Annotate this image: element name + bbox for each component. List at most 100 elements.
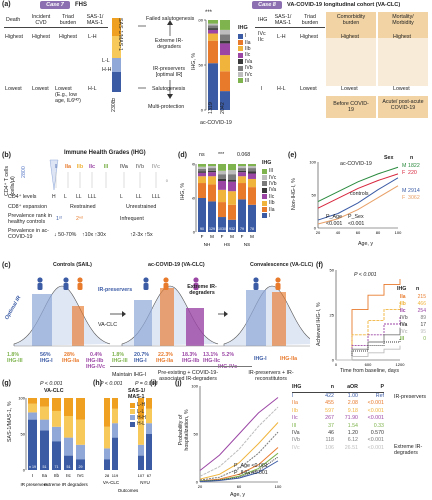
h-bar-L-H-28 — [104, 398, 110, 427]
c-arrow-head-1 — [122, 311, 126, 317]
a-bar-IVc-1 — [220, 29, 230, 35]
f-legend-ihg: IIc — [400, 308, 406, 314]
d-bar-IVc-2 — [218, 170, 226, 175]
j-x-tick: 20 — [198, 484, 203, 489]
j-header-cell: aOR — [347, 384, 358, 390]
d-bar-IIa-5 — [248, 187, 256, 205]
a-bar-IIb-1 — [220, 55, 230, 72]
c-person-head-7 — [275, 277, 281, 283]
f-legend-row: IIa 215 — [400, 294, 426, 301]
a-bar-III-0 — [208, 20, 218, 24]
cd4-bottom-label: 0 — [166, 178, 169, 183]
d-bar-IIa-4 — [238, 183, 246, 200]
d-bar-IVa-2 — [218, 178, 226, 181]
e-legend-n3: 2914 — [408, 188, 420, 194]
d-bar-III-2 — [218, 164, 226, 171]
g-bar-H-L-IIa — [40, 430, 49, 470]
a-bar-IVb-1 — [220, 34, 230, 41]
j-table-cell: IIc — [292, 415, 298, 422]
d-bar-I-4 — [238, 199, 246, 232]
aor-table: IHG n aOR P I 422 1.00 Ref IIa 455 2.08 <0.001 IIb 59… — [292, 384, 384, 452]
colorbar-title: SAS-1/MAS-1 — [117, 18, 123, 51]
c-band-ihg-iia-mid — [160, 288, 174, 346]
colorbar-n-value: 2308 — [111, 100, 117, 112]
d-legend-item: IVa — [262, 187, 277, 193]
d-bar-IIa-2 — [218, 202, 226, 218]
salutogenesis: Salutogenesis — [152, 86, 186, 92]
j-table-cell: <0.001 — [367, 444, 384, 451]
j-table-cell: I — [292, 393, 294, 399]
g-y-tick: 0 — [23, 468, 26, 473]
cd8-restrained: Restrained — [70, 204, 96, 210]
d-sig-p: 0.068 — [237, 152, 251, 158]
j-table-cell: Ref — [375, 393, 384, 399]
a-bar-IIa-1 — [220, 71, 230, 92]
j-table-cell: 267 — [325, 415, 334, 422]
j-table-cell: IVc — [292, 444, 300, 451]
d-legend-label: IVc — [269, 174, 277, 181]
d-bar-IVb-1 — [208, 168, 216, 171]
h-legend-swatch — [130, 409, 135, 415]
cd4-level-1: L — [64, 194, 67, 200]
g-bar-L-H-IIc — [64, 398, 73, 416]
cd4-gradient-wedge — [49, 159, 59, 191]
covid-prev-1: ↓ 50-70% — [54, 232, 77, 238]
j-p-age: P_Age <0.001 — [234, 463, 268, 469]
a-legend-item: IVb — [238, 65, 253, 71]
d-ylabel: IHG, % — [180, 182, 186, 200]
left-high-cvd: Highest — [32, 34, 50, 40]
a-legend-swatch — [238, 40, 243, 46]
f-p-value: P < 0.001 — [354, 272, 377, 278]
right-header-ihg: IHG — [258, 17, 268, 23]
a-legend-item: IIb — [238, 46, 253, 52]
e-y-tick: 50 — [312, 193, 317, 198]
cd4-level-6: LL — [136, 194, 142, 200]
g-bar-L-H-IIb — [52, 398, 61, 411]
cd4-level-7: LLL — [152, 194, 161, 200]
right-high-comorbidity: Highest — [341, 34, 359, 40]
f-legend-row: IVc 95 — [400, 329, 426, 336]
j-table-cell: 597 — [325, 407, 334, 414]
e-legend-f1: F — [402, 170, 406, 176]
h-bar-L-L-28 — [104, 426, 110, 449]
g-bar-L-H-I — [28, 398, 37, 404]
d-bar-IIc-5 — [248, 173, 256, 179]
j-table-cell: 26.51 — [344, 444, 358, 451]
j-annot-degraders: Extreme IR-degraders — [394, 444, 423, 457]
right-high-sas: L-H — [277, 34, 286, 40]
d-bar-IIb-0 — [198, 176, 206, 184]
c-pct-mid-2: 20.7% — [134, 352, 150, 358]
prevalence-1st: 1ˢᵗ — [56, 216, 62, 222]
d-bar-III-3 — [228, 164, 236, 171]
e-legend-n: n — [410, 155, 414, 161]
c-person-head-1 — [63, 277, 69, 283]
c-lbl-right-1: IHG-I — [254, 356, 267, 362]
g-y-tick: 100 — [18, 396, 25, 401]
left-header-death: Death — [6, 17, 21, 23]
d-bar-I-1 — [208, 201, 216, 232]
a-bar-IIb-0 — [208, 33, 218, 41]
achieved-ihg-i-chart: 0 25 50 0 600 1200 — [330, 268, 406, 368]
c-lbl-mid-3: IHG-IIa — [156, 358, 174, 364]
j-table-cell: 46 — [328, 429, 334, 436]
j-x-tick: 60 — [237, 484, 242, 489]
d-bar-IVb-3 — [228, 174, 236, 180]
a-legend-label: IIb — [245, 45, 251, 52]
d-n-label: 932 — [229, 227, 235, 231]
d-legend-swatch — [262, 175, 267, 181]
right-low-mortality: Lowest — [393, 86, 410, 92]
h-legend-swatch — [130, 415, 135, 421]
panel-label-b: (b) — [2, 152, 11, 159]
d-bar-IIc-2 — [218, 181, 226, 190]
c-pct-left-3: 28% — [64, 352, 75, 358]
d-bar-III-0 — [198, 164, 206, 167]
c-person-head-3 — [143, 277, 149, 283]
right-low-comorbidity: Lowest — [341, 86, 358, 92]
a-bar-IVc-0 — [208, 23, 218, 26]
bar-n-1: 1319 — [208, 102, 214, 114]
e-x-tick: 80 — [376, 230, 381, 235]
right-header-sas: SAS-1/ MAS-1 — [274, 14, 292, 27]
j-table-row: IIa 455 2.08 <0.001 — [292, 400, 384, 407]
c-person-head-0 — [37, 277, 43, 283]
a-legend-label: IVc — [245, 71, 253, 78]
